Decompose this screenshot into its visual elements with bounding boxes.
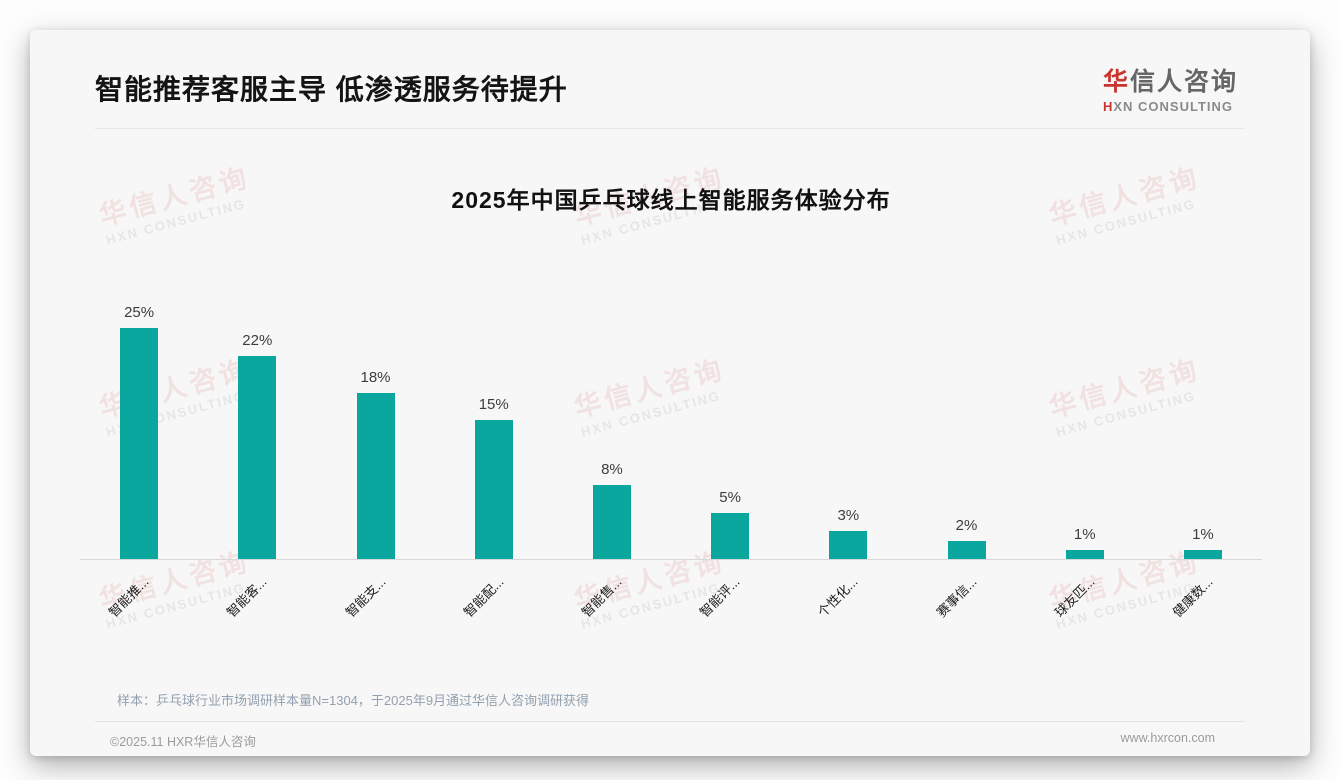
logo-cn-rest: 信人咨询 — [1129, 68, 1238, 96]
bar-value-label: 22% — [242, 332, 273, 349]
bar-slot: 8% — [553, 328, 671, 559]
bar-value-label: 3% — [837, 507, 860, 524]
x-axis-label: 球友匹... — [1051, 574, 1098, 620]
bar — [238, 356, 277, 559]
x-slot: 智能客... — [198, 560, 316, 640]
x-slot: 智能配... — [435, 560, 553, 640]
bar-slot: 22% — [198, 328, 316, 559]
page-title: 智能推荐客服主导 低渗透服务待提升 — [95, 74, 568, 105]
footer: ©2025.11 HXR华信人咨询 www.hxrcon.com — [30, 722, 1310, 750]
bar-plot: 25% 22% 18% 15% 8% 5% 3% 2% 1% 1% — [80, 304, 1262, 560]
bar-value-label: 15% — [478, 396, 509, 413]
x-slot: 智能售... — [553, 560, 671, 640]
x-slot: 智能支... — [316, 560, 434, 640]
bar — [356, 393, 395, 559]
logo-en-accent: H — [1102, 99, 1114, 114]
x-axis-label: 智能客... — [224, 574, 271, 620]
bar-slot: 5% — [671, 328, 789, 559]
x-slot: 赛事信... — [907, 560, 1025, 640]
x-slot: 个性化... — [789, 560, 907, 640]
bar — [1065, 550, 1104, 559]
bar-chart: 2025年中国乒乓球线上智能服务体验分布 25% 22% 18% 15% 8% 5% 3% 2… — [80, 181, 1262, 640]
x-slot: 智能评... — [671, 560, 789, 640]
x-axis-label: 智能售... — [578, 574, 625, 620]
bar-slot: 25% — [80, 304, 198, 559]
x-axis-label: 健康数... — [1169, 574, 1216, 620]
bar-value-label: 1% — [1073, 526, 1096, 543]
copyright-text: ©2025.11 HXR华信人咨询 — [110, 735, 256, 749]
company-logo: 华信人咨询 HXN CONSULTING — [1103, 62, 1238, 114]
bar — [474, 420, 513, 559]
bar — [592, 485, 631, 559]
bar-value-label: 8% — [601, 461, 623, 478]
x-axis-labels: 智能推... 智能客... 智能支... 智能配... 智能售... 智能评... 个性化.… — [80, 560, 1262, 640]
bar — [711, 513, 750, 559]
x-axis-label: 智能推... — [105, 574, 152, 620]
bar-value-label: 18% — [360, 369, 391, 386]
bar-value-label: 5% — [719, 489, 741, 506]
bar-value-label: 25% — [124, 304, 155, 321]
x-axis-label: 个性化... — [815, 574, 862, 620]
bar-slot: 18% — [316, 328, 434, 559]
x-axis-label: 智能评... — [697, 574, 743, 620]
header: 智能推荐客服主导 低渗透服务待提升 华信人咨询 HXN CONSULTING — [30, 30, 1310, 129]
bar — [120, 328, 159, 559]
website-link[interactable]: www.hxrcon.com — [1120, 731, 1215, 745]
bar-slot: 3% — [789, 328, 907, 559]
bar-value-label: 2% — [955, 517, 978, 534]
logo-english-name: HXN CONSULTING — [1103, 99, 1238, 114]
chart-title: 2025年中国乒乓球线上智能服务体验分布 — [451, 187, 891, 213]
bar-slot: 15% — [435, 328, 553, 559]
x-axis-label: 智能支... — [342, 574, 389, 620]
bar — [829, 531, 868, 559]
logo-cn-accent: 华 — [1102, 68, 1130, 96]
bar — [1183, 550, 1222, 559]
report-card: 华信人咨询 HXN CONSULTING 华信人咨询 HXN CONSULTING 华信… — [30, 30, 1310, 756]
logo-chinese-name: 华信人咨询 — [1103, 62, 1238, 98]
x-slot: 健康数... — [1144, 560, 1262, 640]
bar — [947, 541, 986, 559]
bar-value-label: 1% — [1192, 526, 1214, 543]
footer-divider — [95, 721, 1245, 722]
bar-slot: 2% — [907, 328, 1025, 559]
bar-slot: 1% — [1026, 328, 1144, 559]
sample-note: 样本：乒乓球行业市场调研样本量N=1304，于2025年9月通过华信人咨询调研获… — [117, 693, 590, 708]
x-slot: 智能推... — [80, 560, 198, 640]
x-slot: 球友匹... — [1026, 560, 1144, 640]
bar-slot: 1% — [1144, 328, 1262, 559]
x-axis-label: 智能配... — [460, 574, 507, 620]
header-divider — [95, 128, 1245, 129]
logo-en-rest: XN CONSULTING — [1113, 99, 1234, 114]
x-axis-label: 赛事信... — [933, 574, 980, 620]
